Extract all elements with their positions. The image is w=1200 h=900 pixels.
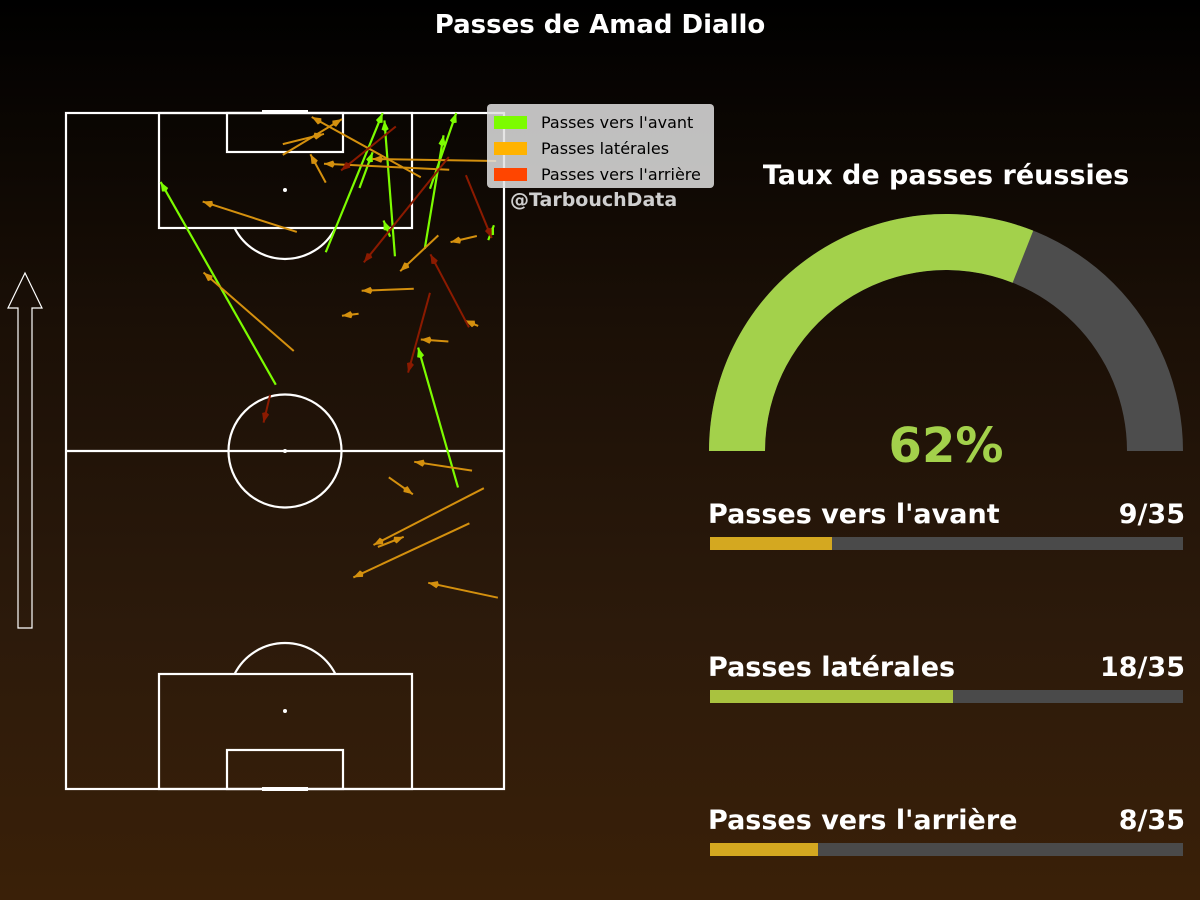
gauge-fill xyxy=(709,214,1034,451)
stat-backward: Passes vers l'arrière 8/35 xyxy=(708,805,1185,865)
pass-line-forward-2 xyxy=(383,120,397,257)
bottom-penalty-spot xyxy=(283,709,287,713)
stat-label-backward: Passes vers l'arrière xyxy=(708,805,1018,836)
attack-direction-arrow-icon xyxy=(7,271,43,629)
stat-count-forward: 9/35 xyxy=(1118,499,1185,530)
stat-bar-fill-backward xyxy=(710,843,819,856)
stat-bar-track-lateral xyxy=(710,690,1183,703)
legend-label-lateral: Passes latérales xyxy=(541,138,670,158)
pass-line-lateral-27 xyxy=(428,581,499,599)
pass-arrowhead-forward-2 xyxy=(381,120,389,132)
centre-spot xyxy=(283,449,287,453)
gauge-value: 62% xyxy=(888,418,1004,474)
legend-item-forward: Passes vers l'avant xyxy=(494,112,693,132)
pass-line-forward-6 xyxy=(159,181,277,386)
pass-arrowhead-lateral-12 xyxy=(361,286,373,295)
pass-line-lateral-18 xyxy=(372,157,497,162)
pass-line-lateral-20 xyxy=(202,271,295,352)
stat-bar-fill-lateral xyxy=(710,690,954,703)
bottom-penalty-arc xyxy=(233,641,337,675)
pass-line-forward-7 xyxy=(423,135,445,250)
pass-line-backward-29 xyxy=(340,125,397,172)
centre-circle xyxy=(227,393,343,509)
stat-lateral: Passes latérales 18/35 xyxy=(708,652,1185,712)
top-penalty-spot xyxy=(283,188,287,192)
pass-line-backward-30 xyxy=(363,156,450,264)
pass-arrowhead-backward-32 xyxy=(406,361,414,373)
pass-arrowhead-lateral-28 xyxy=(465,320,476,328)
pass-line-lateral-25 xyxy=(352,522,470,579)
pass-arrowhead-lateral-9 xyxy=(323,160,335,168)
legend-label-backward: Passes vers l'arrière xyxy=(541,164,701,184)
legend-swatch-backward xyxy=(494,167,527,181)
top-penalty-arc xyxy=(233,227,337,261)
pass-arrowhead-lateral-11 xyxy=(400,262,410,272)
pass-arrowhead-lateral-19 xyxy=(450,236,462,244)
stat-count-lateral: 18/35 xyxy=(1099,652,1185,683)
pass-arrowhead-lateral-21 xyxy=(420,336,432,344)
stat-forward: Passes vers l'avant 9/35 xyxy=(708,499,1185,559)
pass-line-backward-31 xyxy=(464,174,493,239)
legend: Passes vers l'avant Passes latérales Pas… xyxy=(487,104,714,188)
stat-label-lateral: Passes latérales xyxy=(708,652,956,683)
pass-arrowhead-lateral-17 xyxy=(202,200,214,208)
pass-arrowhead-backward-29 xyxy=(341,162,351,171)
gauge-title: Taux de passes réussies xyxy=(762,160,1130,191)
legend-swatch-lateral xyxy=(494,141,527,155)
pass-arrowhead-backward-31 xyxy=(484,227,492,239)
pass-line-forward-8 xyxy=(417,347,460,488)
pass-arrowhead-forward-4 xyxy=(449,113,457,124)
stat-label-forward: Passes vers l'avant xyxy=(708,499,1000,530)
pass-arrowhead-lateral-27 xyxy=(428,581,439,589)
stat-bar-track-forward xyxy=(710,537,1183,550)
pass-arrowhead-lateral-15 xyxy=(332,119,342,127)
pass-arrowhead-lateral-13 xyxy=(341,311,353,319)
pass-line-backward-33 xyxy=(429,253,470,328)
stat-count-backward: 8/35 xyxy=(1118,805,1185,836)
pass-arrowhead-lateral-18 xyxy=(372,155,384,163)
pass-arrowhead-lateral-16 xyxy=(310,154,318,164)
pass-line-forward-0 xyxy=(324,112,384,253)
pass-arrowhead-lateral-24 xyxy=(393,536,404,544)
pass-arrowhead-forward-0 xyxy=(375,113,383,124)
stat-bar-fill-forward xyxy=(710,537,832,550)
pass-arrowhead-forward-7 xyxy=(438,135,446,147)
pass-arrowhead-forward-6 xyxy=(160,181,169,192)
pass-arrowhead-lateral-26 xyxy=(403,486,413,495)
pass-arrowhead-lateral-20 xyxy=(203,272,213,282)
legend-swatch-forward xyxy=(494,115,527,129)
pass-arrowhead-lateral-10 xyxy=(311,117,322,125)
legend-item-lateral: Passes latérales xyxy=(494,138,669,158)
pass-arrowhead-lateral-23 xyxy=(373,537,384,545)
stat-bar-track-backward xyxy=(710,843,1183,856)
pass-arrowhead-forward-8 xyxy=(417,347,425,359)
watermark: @TarbouchData xyxy=(510,189,678,211)
pass-line-backward-32 xyxy=(407,292,431,373)
legend-label-forward: Passes vers l'avant xyxy=(541,112,694,132)
passes-layer xyxy=(159,112,499,599)
pass-line-lateral-17 xyxy=(202,200,298,233)
legend-item-backward: Passes vers l'arrière xyxy=(494,164,701,184)
chart-title: Passes de Amad Diallo xyxy=(434,10,766,40)
pass-arrowhead-lateral-25 xyxy=(353,570,364,578)
pass-arrowhead-forward-1 xyxy=(366,152,373,163)
pass-arrowhead-lateral-22 xyxy=(414,459,426,467)
pass-line-lateral-23 xyxy=(373,487,485,546)
pass-arrowhead-backward-33 xyxy=(430,254,438,265)
pass-arrowhead-backward-34 xyxy=(262,411,270,423)
pass-arrowhead-forward-5 xyxy=(383,220,391,231)
pass-arrowhead-backward-30 xyxy=(363,253,373,263)
pass-line-lateral-15 xyxy=(282,118,343,156)
